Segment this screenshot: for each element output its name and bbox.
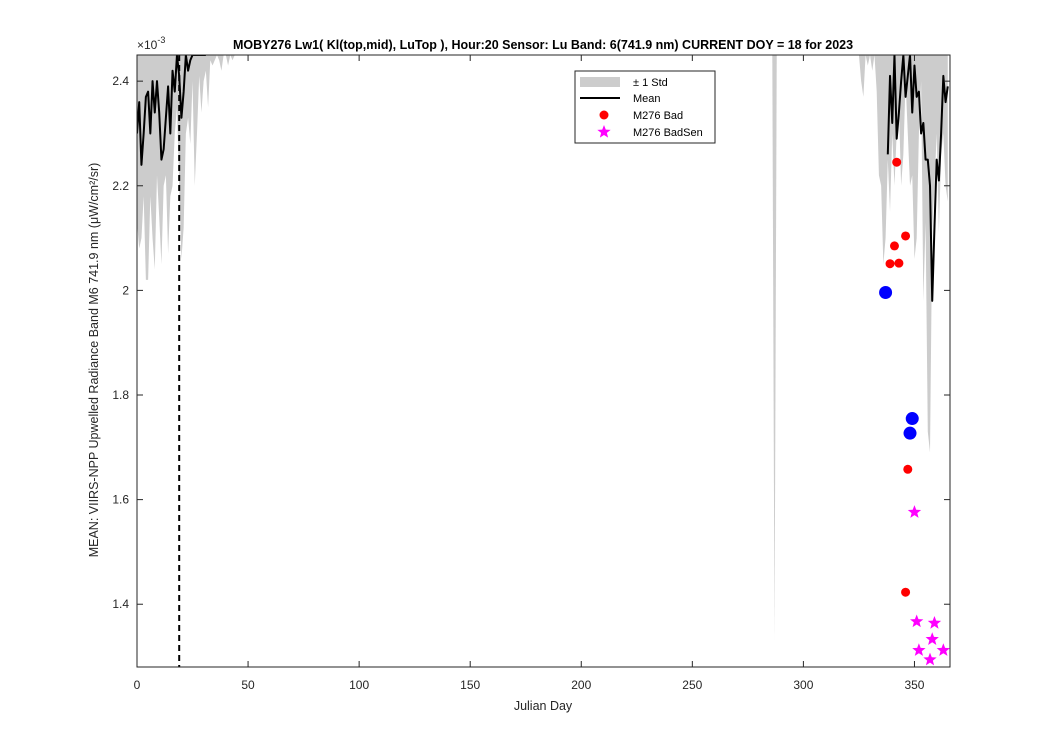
y-tick-label: 2	[122, 283, 129, 297]
legend-bad-swatch	[599, 110, 609, 120]
std-band-segment-1	[772, 55, 777, 641]
x-tick-label: 200	[571, 678, 591, 692]
x-tick-label: 100	[349, 678, 369, 692]
plot-frame	[136, 54, 951, 668]
y-axis-ticks: 1.4 1.6 1.8 2 2.2 2.4	[112, 74, 950, 611]
bad-point	[889, 241, 899, 251]
chart-title: MOBY276 Lw1( Kl(top,mid), LuTop ), Hour:…	[233, 38, 853, 52]
x-axis-label: Julian Day	[514, 699, 573, 713]
mean-line-segment-1	[886, 55, 949, 302]
blue-point	[903, 426, 917, 440]
badsen-point	[907, 505, 922, 518]
y-exponent-label: ×10-3	[137, 35, 165, 52]
marker-layer	[879, 157, 950, 666]
bad-point	[901, 587, 911, 597]
x-tick-label: 0	[134, 678, 141, 692]
plot-area	[137, 55, 950, 667]
y-tick-label: 1.8	[112, 388, 129, 402]
x-tick-label: 150	[460, 678, 480, 692]
badsen-point	[927, 616, 942, 629]
x-tick-label: 350	[904, 678, 924, 692]
y-tick-label: 1.6	[112, 493, 129, 507]
blue-point	[879, 285, 893, 299]
legend-std-swatch	[580, 77, 620, 87]
bad-point	[894, 258, 904, 268]
legend-std-label: ± 1 Std	[633, 77, 668, 89]
badsen-point	[912, 643, 926, 656]
badsen-point	[923, 652, 937, 666]
x-tick-label: 250	[682, 678, 702, 692]
legend-bad-label: M276 Bad	[633, 110, 683, 122]
legend-badsen-swatch	[597, 125, 611, 138]
y-tick-label: 1.4	[112, 597, 129, 611]
x-tick-label: 50	[241, 678, 255, 692]
mean-line-segment-0	[137, 55, 206, 166]
badsen-point	[925, 632, 939, 645]
bad-point	[892, 157, 902, 167]
y-exponent-base: ×10	[137, 38, 158, 52]
x-tick-label: 300	[793, 678, 813, 692]
legend-badsen-label: M276 BadSen	[633, 127, 703, 139]
badsen-point	[910, 614, 924, 628]
y-tick-label: 2.4	[112, 74, 129, 88]
blue-point	[905, 412, 919, 426]
y-exponent-power: -3	[157, 35, 165, 45]
badsen-point	[936, 643, 950, 656]
std-band-segment-0	[137, 55, 237, 280]
x-axis-ticks: 0 50 100 150 200 250 300 350	[134, 55, 925, 692]
bad-point	[901, 231, 911, 241]
bad-point	[903, 464, 913, 474]
mean-line-layer	[137, 55, 949, 302]
bad-point	[885, 259, 895, 269]
legend-mean-label: Mean	[633, 93, 661, 105]
legend: ± 1 Std Mean M276 Bad M276 BadSen	[574, 70, 716, 144]
y-tick-label: 2.2	[112, 179, 129, 193]
y-axis-label: MEAN: VIIRS-NPP Upwelled Radiance Band M…	[87, 163, 101, 558]
